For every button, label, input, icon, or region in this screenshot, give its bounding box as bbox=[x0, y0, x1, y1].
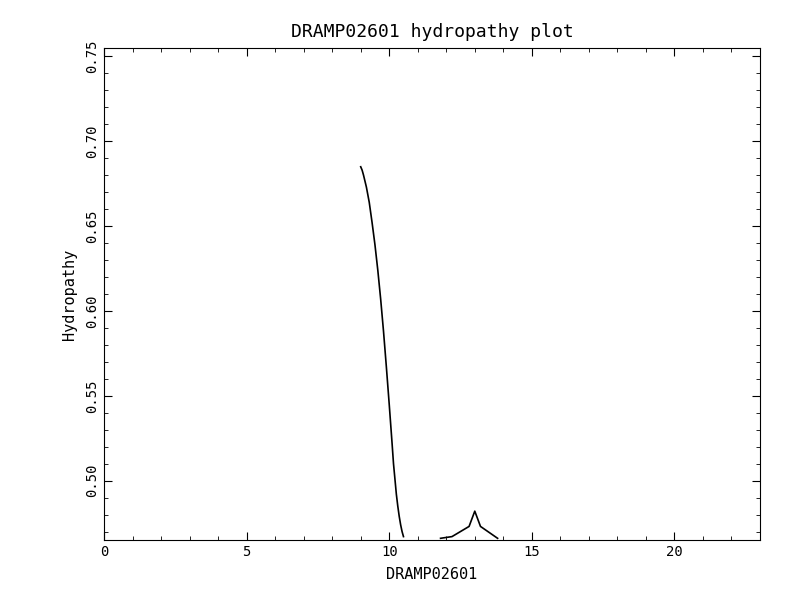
X-axis label: DRAMP02601: DRAMP02601 bbox=[386, 567, 478, 582]
Y-axis label: Hydropathy: Hydropathy bbox=[62, 248, 77, 340]
Title: DRAMP02601 hydropathy plot: DRAMP02601 hydropathy plot bbox=[290, 23, 574, 41]
